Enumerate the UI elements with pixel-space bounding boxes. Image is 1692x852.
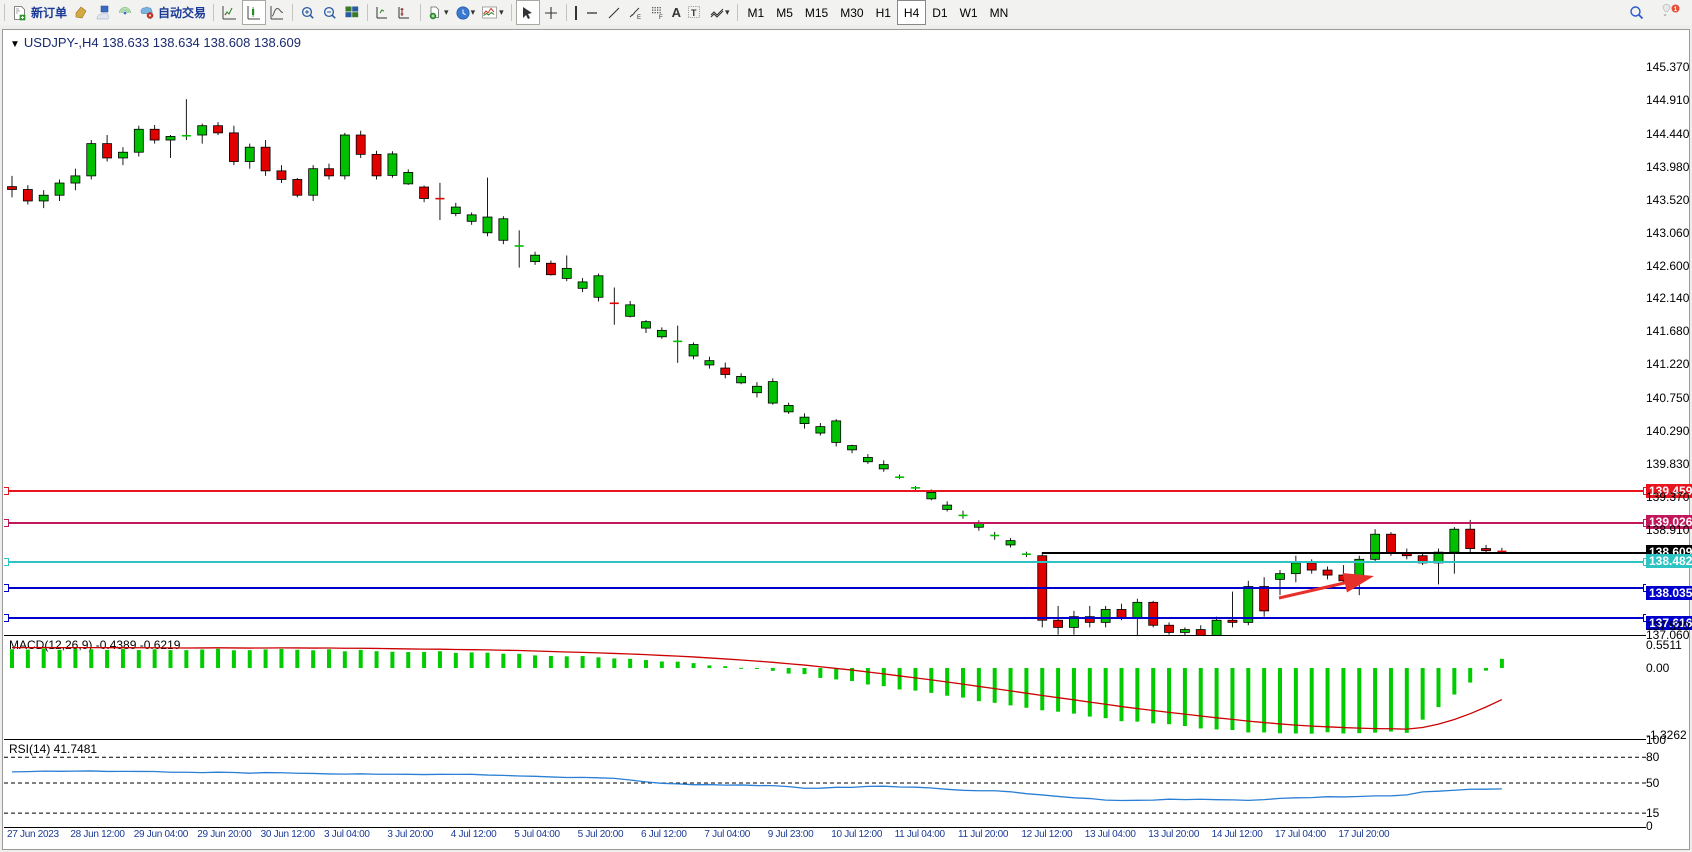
svg-text:T: T xyxy=(691,8,697,18)
svg-text:E: E xyxy=(637,15,641,21)
svg-text:F: F xyxy=(659,15,663,21)
